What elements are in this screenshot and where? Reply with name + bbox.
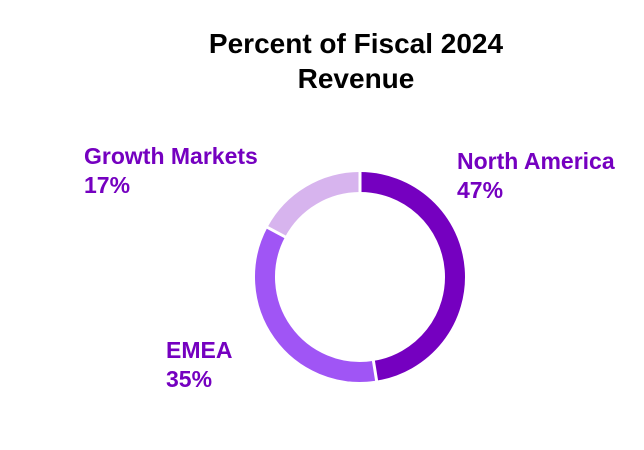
donut-slice-growth-markets	[267, 172, 361, 238]
slice-label-emea: EMEA 35%	[166, 336, 232, 394]
chart-title-line-1: Percent of Fiscal 2024	[208, 28, 504, 59]
slice-separator	[265, 225, 287, 239]
slice-name-growth-markets: Growth Markets	[84, 143, 258, 169]
donut-slice-north-america	[359, 172, 465, 381]
slice-label-north-america: North America 47%	[457, 147, 615, 205]
slice-value-emea: 35%	[166, 366, 213, 392]
chart-title-line-2: Revenue	[297, 63, 415, 94]
donut-slice-emea	[255, 227, 377, 382]
chart-title: Percent of Fiscal 2024 Revenue	[0, 26, 644, 96]
slice-value-growth-markets: 17%	[84, 172, 131, 198]
slice-separator	[371, 359, 379, 382]
slice-value-north-america: 47%	[457, 177, 504, 203]
slice-label-growth-markets: Growth Markets 17%	[84, 142, 258, 200]
slice-name-emea: EMEA	[166, 337, 233, 363]
slice-name-north-america: North America	[457, 148, 615, 174]
